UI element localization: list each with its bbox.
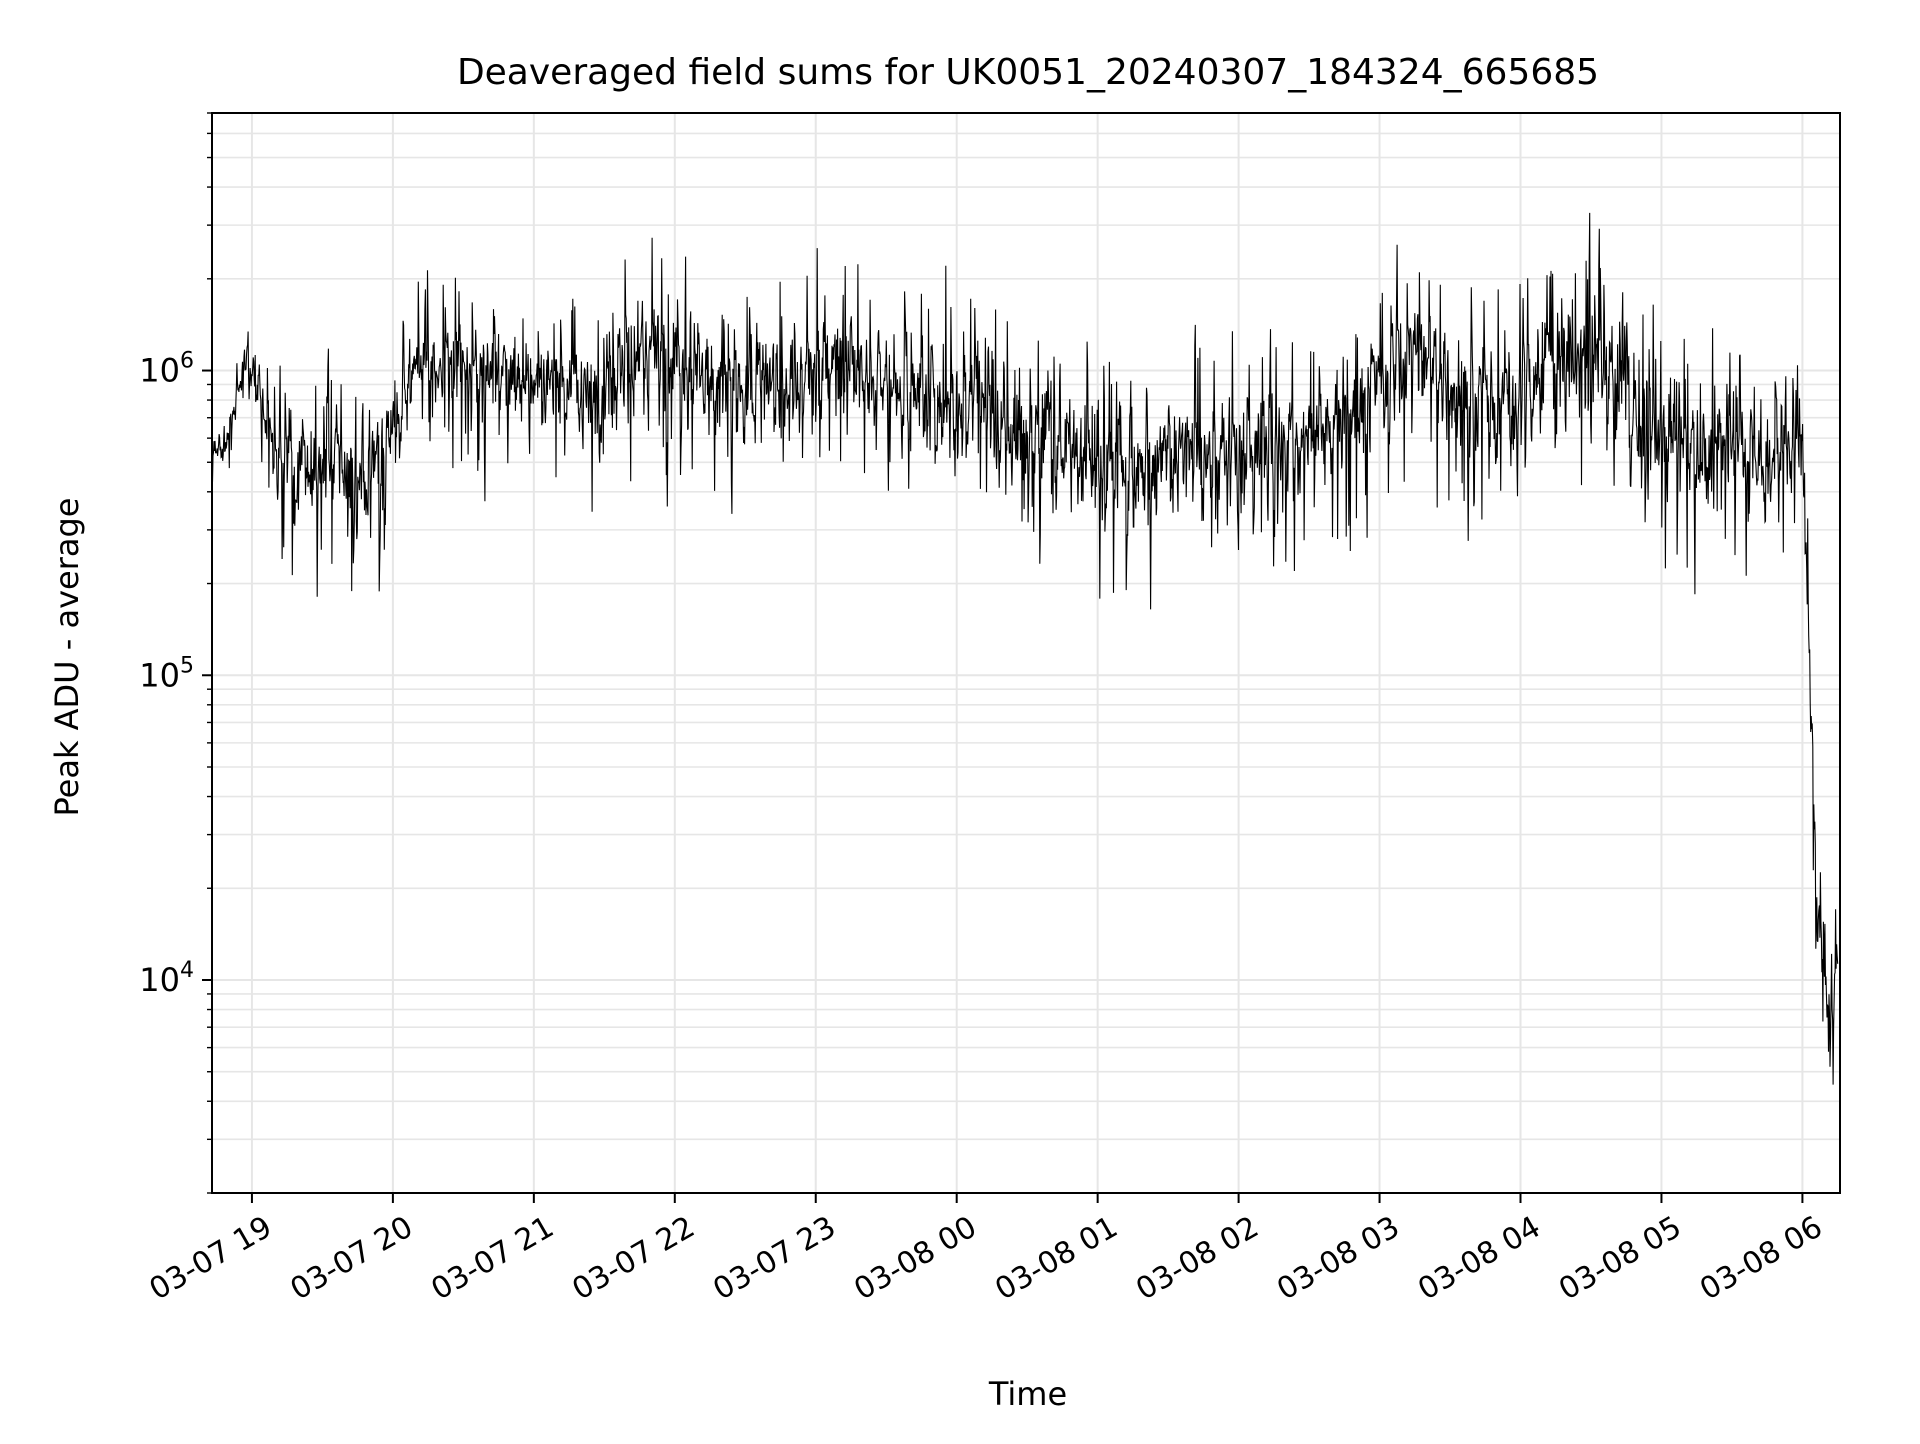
- data-line: [211, 212, 1839, 1085]
- x-axis-label: Time: [988, 1375, 1067, 1413]
- y-tick-exponent: 5: [180, 653, 194, 678]
- y-tick-exponent: 4: [180, 958, 194, 983]
- y-tick-exponent: 6: [180, 349, 194, 374]
- y-tick-label: 104: [139, 958, 194, 999]
- y-tick-base: 10: [139, 656, 180, 694]
- y-tick-label: 105: [139, 653, 194, 694]
- plot-area: [212, 113, 1840, 1193]
- chart-title: Deaveraged field sums for UK0051_2024030…: [457, 52, 1599, 93]
- data-series: [211, 212, 1839, 1085]
- y-tick-base: 10: [139, 352, 180, 390]
- y-tick-base: 10: [139, 961, 180, 999]
- y-tick-label: 106: [139, 349, 194, 390]
- plot-frame: [211, 112, 1841, 1194]
- y-axis-label: Peak ADU - average: [48, 498, 86, 817]
